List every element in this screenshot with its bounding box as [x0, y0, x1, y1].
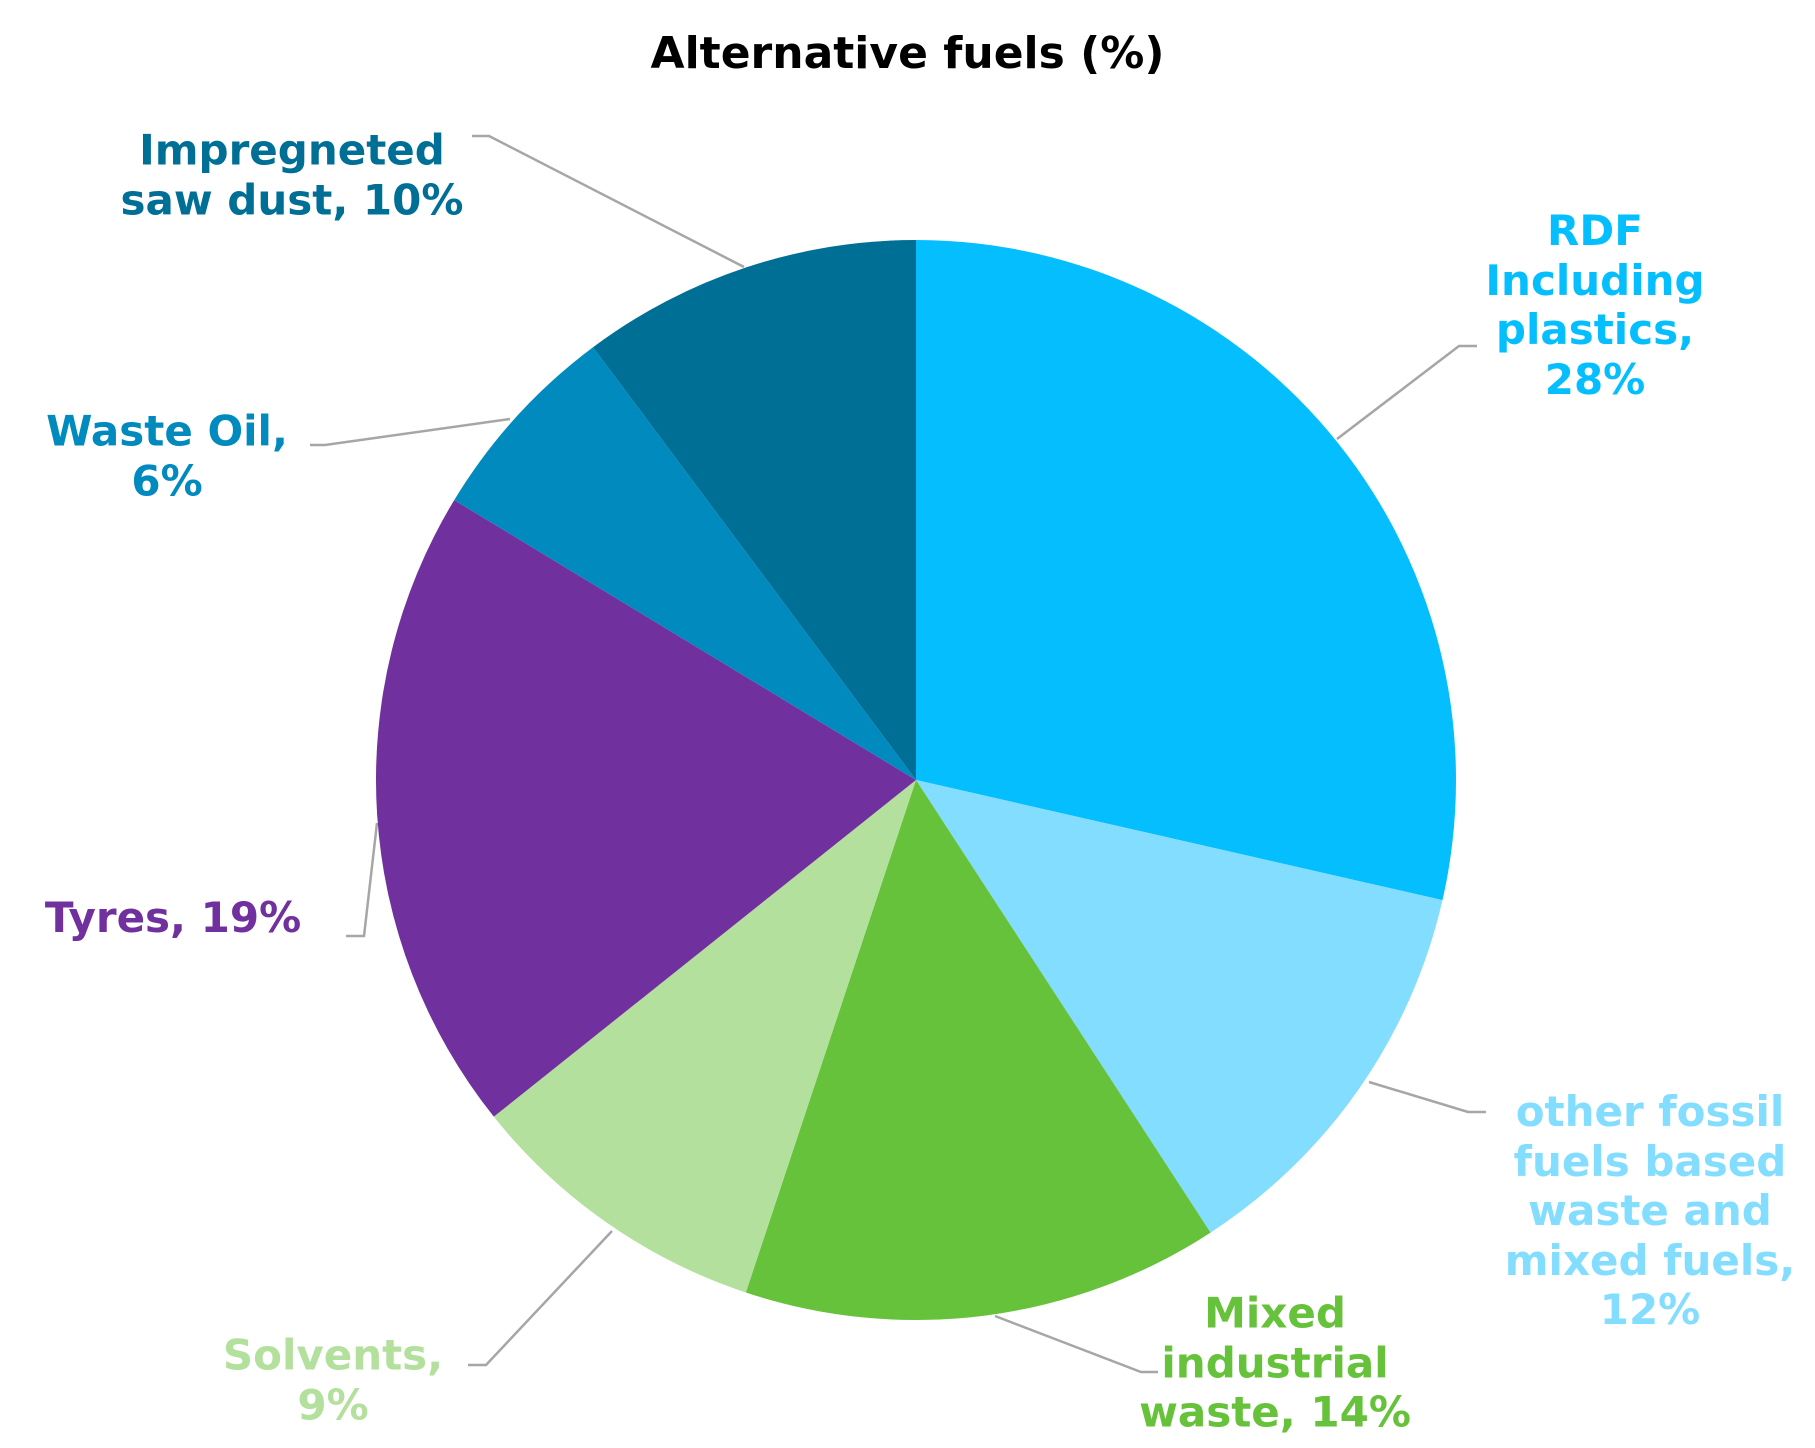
label-value: 14% — [1310, 1387, 1411, 1437]
data-label: Solvents, 9% — [193, 1330, 473, 1429]
data-label: other fossil fuels based waste and mixed… — [1460, 1087, 1815, 1335]
data-label: RDF Including plastics, 28% — [1450, 206, 1740, 404]
pie-slice — [745, 780, 1211, 1320]
leader-line — [468, 1230, 613, 1367]
data-label: Mixed industrial waste, 14% — [1115, 1289, 1435, 1438]
leader-line — [472, 134, 745, 269]
label-category: Impregneted saw dust, — [120, 125, 445, 224]
leader-lines — [310, 134, 1486, 1374]
data-label: Waste Oil, 6% — [7, 406, 327, 505]
pie-slice — [916, 240, 1456, 901]
pie-slice — [454, 347, 916, 780]
label-value: 6% — [131, 456, 203, 505]
data-label: Impregneted saw dust, 10% — [117, 125, 467, 224]
label-category: Waste Oil, — [46, 406, 288, 456]
pie-slice — [593, 240, 916, 780]
pie-slice — [493, 780, 916, 1293]
label-value: 9% — [297, 1380, 369, 1429]
leader-line — [1368, 1080, 1486, 1114]
label-category: other fossil fuels based waste and mixed… — [1504, 1087, 1796, 1285]
label-value: 19% — [200, 893, 302, 943]
leader-line — [346, 822, 379, 938]
leader-line — [310, 417, 511, 447]
data-label: Tyres, 19% — [0, 893, 373, 943]
label-value: 28% — [1544, 354, 1646, 404]
leader-line — [994, 1314, 1158, 1374]
label-category: RDF Including plastics, — [1485, 205, 1705, 354]
label-category: Tyres, — [44, 893, 187, 943]
label-category: Mixed industrial waste, — [1139, 1288, 1389, 1437]
pie-slice — [376, 500, 916, 1117]
label-value: 12% — [1599, 1285, 1701, 1335]
leader-line — [1336, 344, 1477, 440]
label-value: 10% — [362, 175, 464, 224]
chart-title: Alternative fuels (%) — [650, 28, 1165, 79]
pie-slice — [916, 780, 1443, 1233]
label-category: Solvents, — [222, 1330, 444, 1380]
